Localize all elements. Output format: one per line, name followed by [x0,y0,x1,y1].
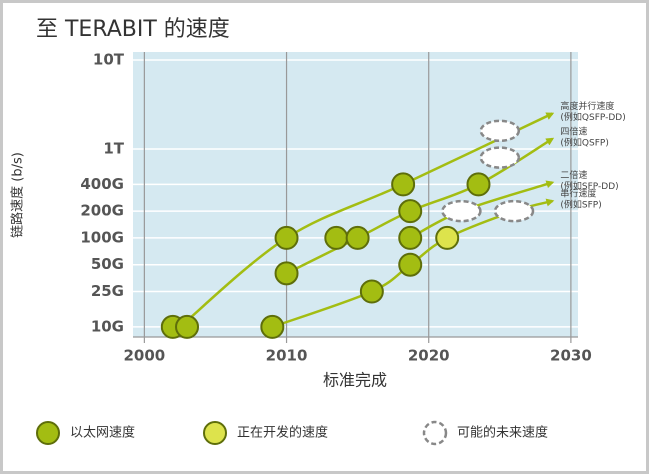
future-speed [493,199,535,223]
trend-label: (例如QSFP) [560,136,608,148]
trend-label: 四倍速 [560,125,587,137]
x-axis-label: 标准完成 [323,371,387,390]
y-axis-label: 链路速度 (b/s) [10,152,26,238]
trend-label: (例如QSFP-DD) [560,111,625,123]
speed-point [345,225,370,250]
legend-swatch [36,421,60,445]
legend-swatch [203,421,227,445]
speed-point [274,225,299,250]
x-tick-label: 2000 [123,347,165,365]
trend-label: 高度并行速度 [560,100,614,112]
x-tick-label: 2020 [408,347,450,365]
trend-line [179,112,555,328]
speed-point [391,172,416,197]
speed-point [359,279,384,304]
y-tick-label: 25G [91,282,124,300]
y-tick-label: 10T [93,50,125,68]
y-tick-label: 50G [91,255,124,273]
legend-swatch [422,420,448,446]
chart-title: 至 TERABIT 的速度 [36,17,230,42]
y-tick-label: 10G [91,317,124,335]
future-speed [479,119,521,143]
trend-label: 串行速度 [560,188,596,200]
trend-label: (例如SFP) [560,199,601,211]
y-tick-label: 200G [80,202,124,220]
x-tick-label: 2030 [550,347,592,365]
speed-point [274,261,299,286]
plot-area [133,52,578,337]
speed-point [398,225,423,250]
x-tick-label: 2010 [266,347,308,365]
future-speed [441,199,482,223]
legend-label: 以太网速度 [70,425,135,441]
legend-label: 可能的未来速度 [457,425,548,441]
speed-point [260,314,285,339]
speed-point [398,199,423,224]
speed-point [175,314,200,339]
trend-label: 二倍速 [560,169,587,181]
speed-point [466,172,491,197]
y-tick-label: 1T [103,139,124,157]
trend-label: (例如SFP-DD) [560,180,618,192]
y-tick-label: 400G [80,175,124,193]
speed-point [398,252,423,277]
y-tick-label: 100G [80,228,124,246]
legend-label: 正在开发的速度 [237,425,328,441]
speed-point [324,225,349,250]
future-speed [479,146,521,169]
speed-point [435,225,460,250]
